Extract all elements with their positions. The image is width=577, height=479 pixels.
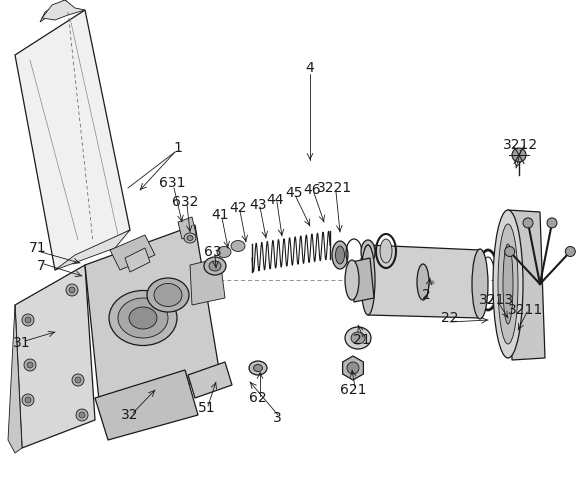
Ellipse shape: [129, 307, 157, 329]
Text: 63: 63: [204, 245, 222, 259]
Ellipse shape: [361, 245, 375, 315]
Ellipse shape: [351, 332, 365, 344]
Text: 44: 44: [266, 193, 284, 207]
Polygon shape: [188, 362, 232, 398]
Ellipse shape: [217, 247, 231, 258]
Text: 632: 632: [172, 195, 198, 209]
Circle shape: [79, 412, 85, 418]
Text: 3213: 3213: [479, 293, 515, 307]
Ellipse shape: [147, 278, 189, 312]
Ellipse shape: [335, 246, 344, 264]
Circle shape: [75, 377, 81, 383]
Polygon shape: [343, 356, 364, 380]
Circle shape: [72, 374, 84, 386]
Text: 2: 2: [422, 288, 430, 302]
Text: 62: 62: [249, 391, 267, 405]
Polygon shape: [55, 230, 130, 270]
Polygon shape: [85, 225, 220, 410]
Ellipse shape: [493, 210, 523, 358]
Text: 1: 1: [174, 141, 182, 155]
Polygon shape: [15, 10, 130, 270]
Polygon shape: [368, 245, 480, 318]
Ellipse shape: [503, 244, 513, 324]
Polygon shape: [15, 265, 95, 448]
Polygon shape: [8, 305, 22, 453]
Text: 32: 32: [121, 408, 138, 422]
Circle shape: [22, 314, 34, 326]
Ellipse shape: [249, 361, 267, 375]
Circle shape: [25, 397, 31, 403]
Circle shape: [505, 247, 515, 256]
Polygon shape: [352, 258, 374, 302]
Ellipse shape: [184, 233, 196, 243]
Text: 51: 51: [198, 401, 216, 415]
Ellipse shape: [380, 239, 392, 263]
Circle shape: [76, 409, 88, 421]
Circle shape: [27, 362, 33, 368]
Ellipse shape: [361, 240, 375, 264]
Ellipse shape: [109, 290, 177, 345]
Ellipse shape: [118, 298, 168, 338]
Text: 4: 4: [306, 61, 314, 75]
Text: 31: 31: [13, 336, 31, 350]
Circle shape: [22, 394, 34, 406]
Ellipse shape: [498, 224, 518, 344]
Ellipse shape: [472, 249, 488, 319]
Circle shape: [512, 148, 526, 162]
Polygon shape: [95, 370, 198, 440]
Ellipse shape: [209, 261, 221, 271]
Circle shape: [24, 359, 36, 371]
Ellipse shape: [345, 327, 371, 349]
Ellipse shape: [417, 264, 429, 300]
Polygon shape: [508, 210, 545, 360]
Ellipse shape: [365, 245, 372, 259]
Circle shape: [347, 362, 359, 374]
Text: 21: 21: [353, 333, 371, 347]
Text: 7: 7: [36, 259, 46, 273]
Text: 42: 42: [229, 201, 247, 215]
Text: 71: 71: [29, 241, 47, 255]
Polygon shape: [42, 0, 85, 20]
Circle shape: [25, 317, 31, 323]
Text: 45: 45: [285, 186, 303, 200]
Text: 631: 631: [159, 176, 185, 190]
Circle shape: [66, 284, 78, 296]
Polygon shape: [190, 258, 225, 305]
Ellipse shape: [253, 365, 263, 372]
Text: 22: 22: [441, 311, 459, 325]
Ellipse shape: [204, 257, 226, 275]
Ellipse shape: [187, 236, 193, 240]
Polygon shape: [178, 217, 196, 239]
Text: 3: 3: [272, 411, 282, 425]
Circle shape: [547, 218, 557, 228]
Polygon shape: [40, 0, 68, 22]
Ellipse shape: [231, 240, 245, 251]
Polygon shape: [125, 248, 150, 272]
Text: 3211: 3211: [508, 303, 544, 317]
Text: 46: 46: [303, 183, 321, 197]
Ellipse shape: [332, 241, 348, 269]
Text: 41: 41: [211, 208, 229, 222]
Circle shape: [69, 287, 75, 293]
Circle shape: [523, 218, 533, 228]
Polygon shape: [110, 235, 155, 270]
Text: 3212: 3212: [503, 138, 538, 152]
Text: 43: 43: [249, 198, 267, 212]
Circle shape: [565, 247, 575, 256]
Ellipse shape: [154, 284, 182, 307]
Text: 621: 621: [340, 383, 366, 397]
Text: 3221: 3221: [316, 181, 351, 195]
Ellipse shape: [345, 260, 359, 300]
